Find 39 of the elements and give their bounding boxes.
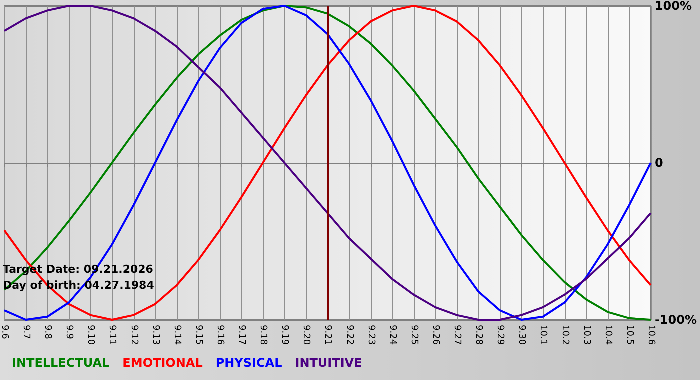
- x-tick-label: 9.11: [107, 325, 118, 346]
- x-tick-label: 9.14: [172, 325, 182, 346]
- x-tick-label: 9.25: [408, 325, 419, 346]
- x-tick-label: 9.15: [193, 325, 204, 346]
- x-tick-label: 10.2: [560, 325, 570, 346]
- y-tick-label: -100%: [654, 313, 698, 327]
- x-tick-label: 10.6: [646, 325, 656, 346]
- x-tick-label: 9.8: [42, 325, 53, 340]
- x-tick-label: 9.22: [344, 325, 354, 346]
- text: INTUITIVE: [295, 356, 362, 370]
- x-tick-label: 9.16: [214, 325, 225, 346]
- x-tick-label: 9.17: [236, 325, 247, 346]
- x-tick-label: 9.28: [474, 325, 484, 346]
- x-tick-label: 9.24: [387, 325, 398, 346]
- x-tick-label: 9.23: [366, 325, 376, 346]
- y-tick-label: 100%: [654, 0, 692, 13]
- text: EMOTIONAL: [122, 356, 204, 370]
- x-tick-label: 9.21: [322, 325, 333, 346]
- text: INTELLECTUAL: [12, 356, 110, 370]
- x-tick-label: 9.9: [64, 325, 74, 340]
- x-tick-label: 9.30: [516, 325, 527, 346]
- x-tick-label: 9.12: [128, 325, 139, 346]
- x-tick-label: 9.20: [301, 325, 312, 346]
- x-tick-label: 9.13: [150, 325, 160, 346]
- x-tick-label: 9.18: [258, 325, 268, 346]
- x-tick-label: 9.7: [21, 325, 32, 340]
- x-tick-label: 10.5: [624, 325, 634, 346]
- x-tick-label: 9.10: [86, 325, 96, 346]
- line-series: [4, 5, 652, 321]
- x-tick-label: 9.26: [430, 325, 440, 346]
- x-tick-label: 10.1: [538, 325, 548, 346]
- x-tick-label: 9.27: [452, 325, 462, 346]
- x-tick-label: 9.19: [280, 325, 290, 346]
- text: PHYSICAL: [216, 356, 283, 370]
- x-tick-label: 9.29: [495, 325, 506, 346]
- x-tick-label: 10.4: [602, 325, 613, 346]
- x-tick-label: 9.6: [0, 325, 10, 340]
- x-tick-label: 10.3: [581, 325, 592, 346]
- y-tick-label: 0: [654, 156, 664, 170]
